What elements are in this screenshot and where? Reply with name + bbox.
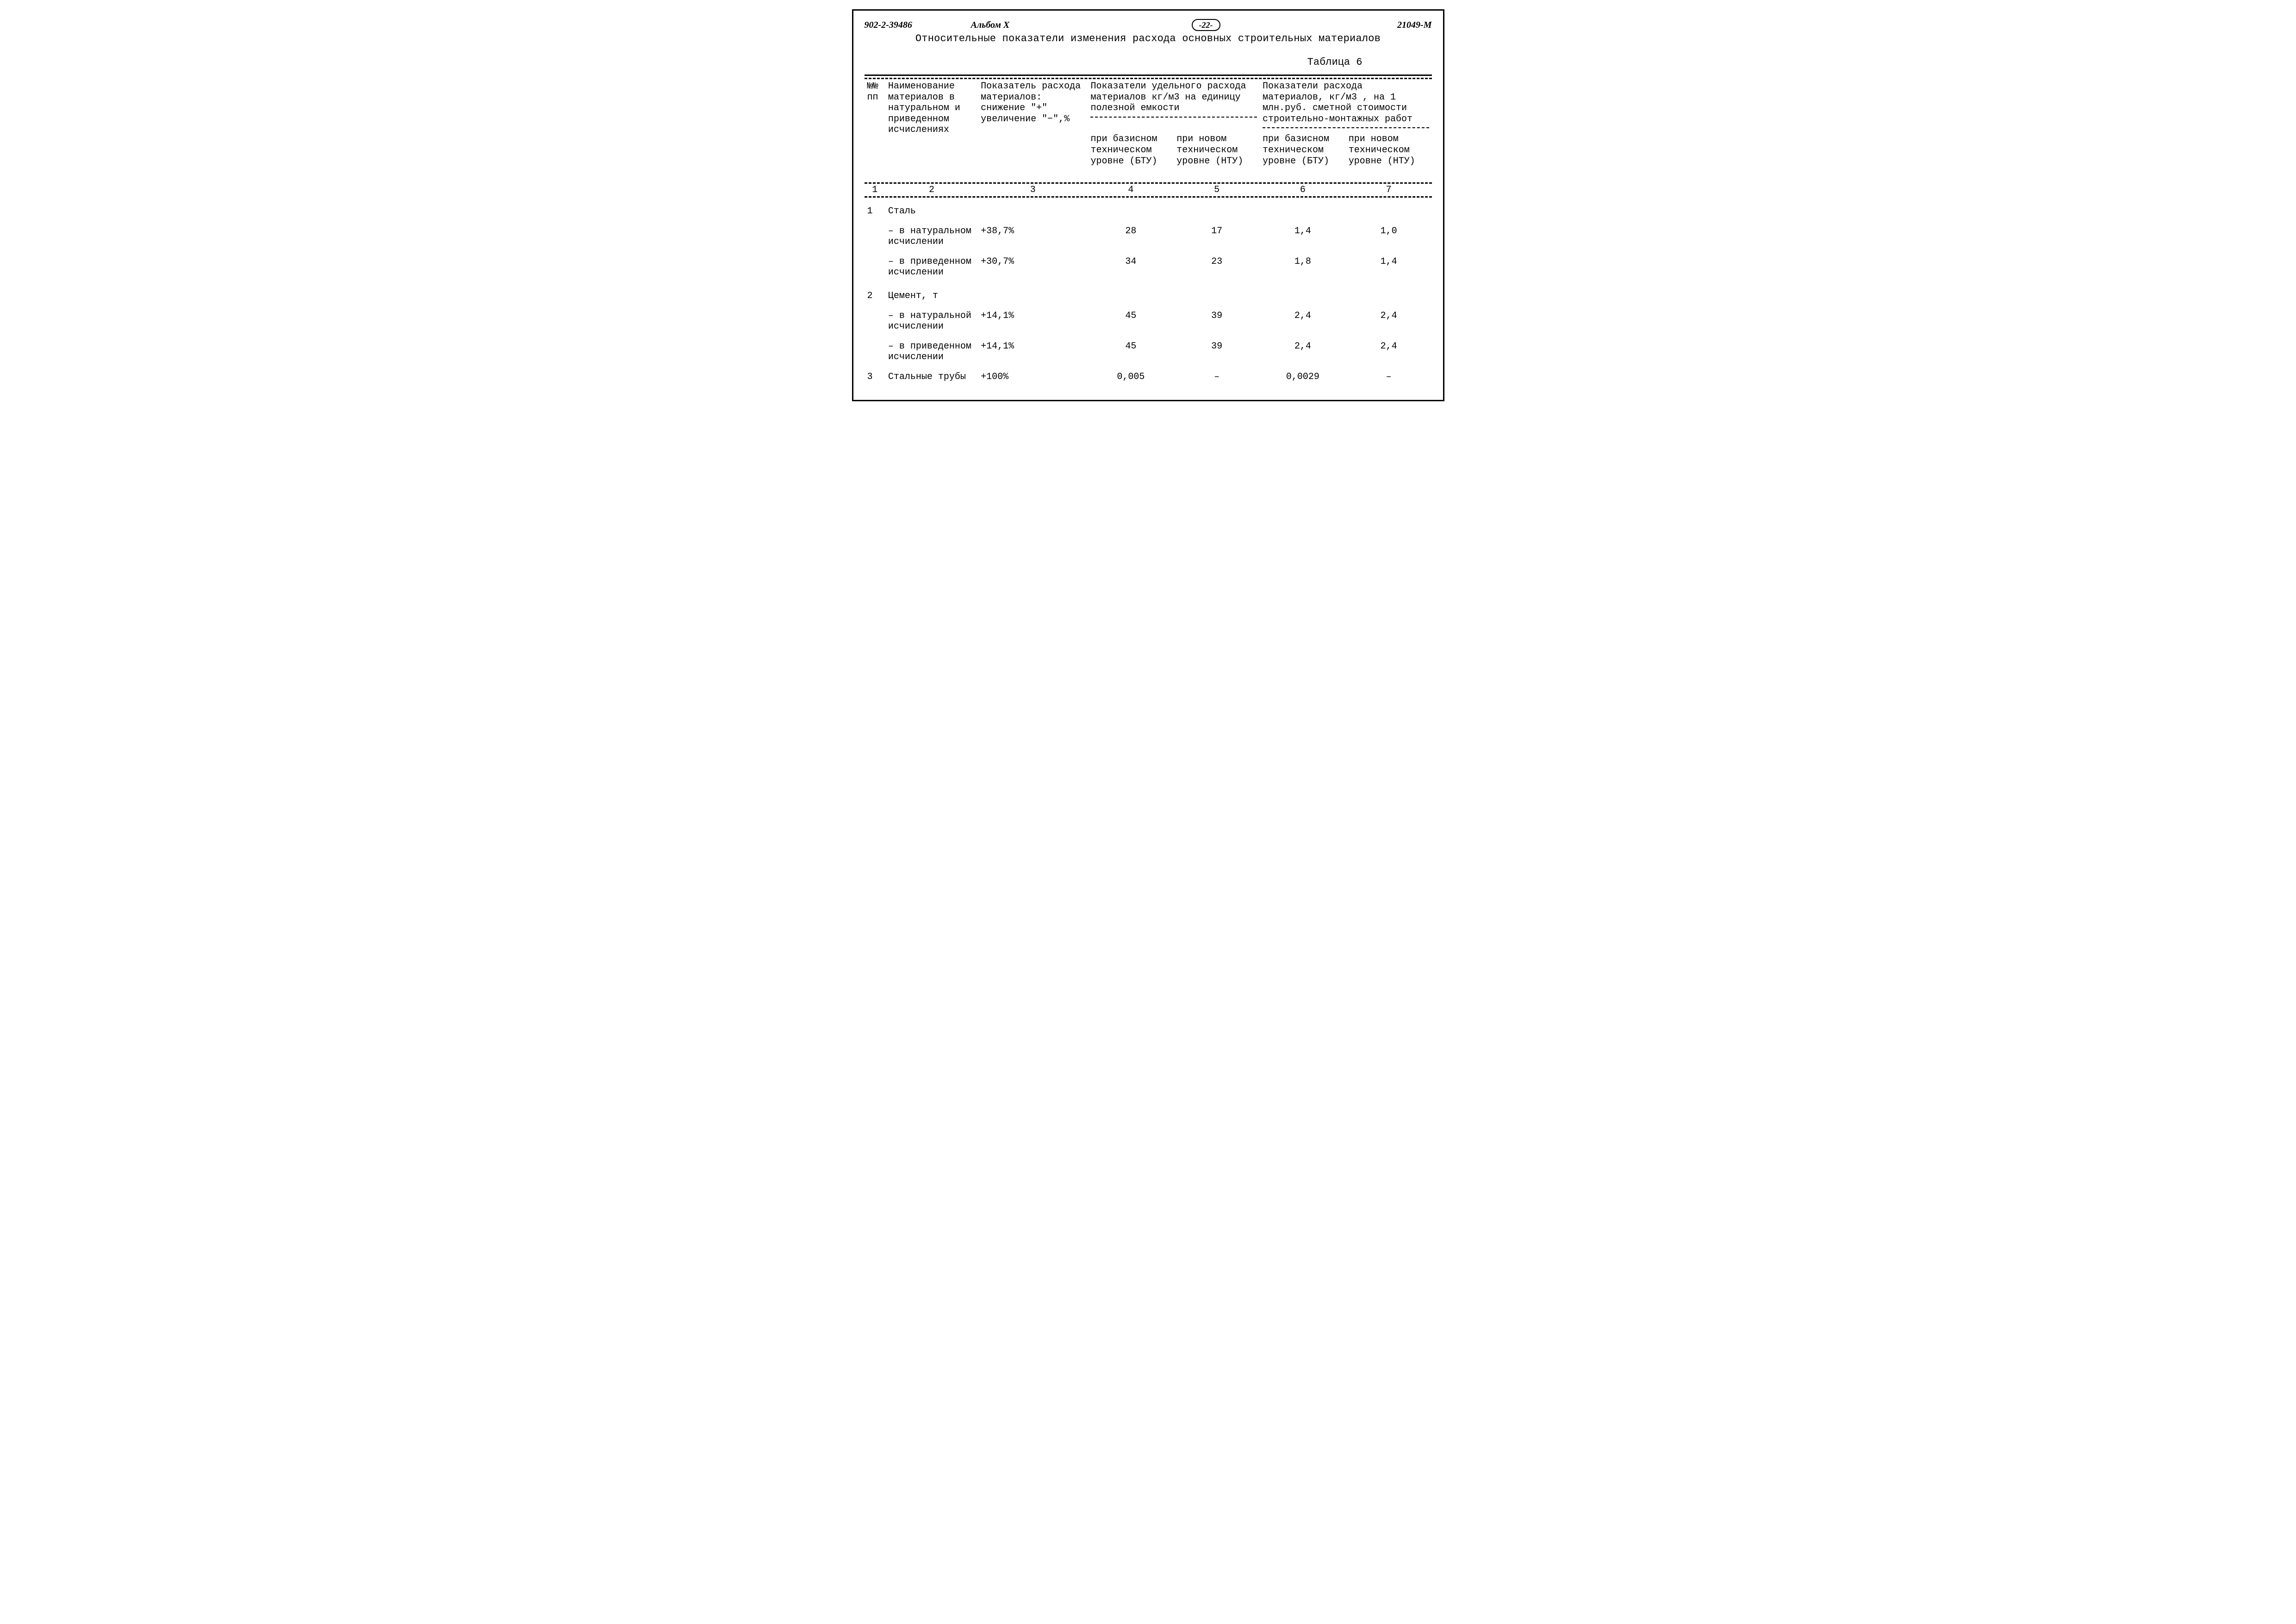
- cell-c5: 23: [1174, 252, 1260, 282]
- table-row: – в приведенном исчислении+30,7%34231,81…: [865, 252, 1432, 282]
- cell-num: 1: [865, 198, 885, 221]
- colnum-6: 6: [1260, 184, 1346, 196]
- table-row: – в приведенном исчислении+14,1%45392,42…: [865, 336, 1432, 367]
- cell-c6: [1260, 282, 1346, 306]
- cell-num: [865, 336, 885, 367]
- cell-name: – в натуральной исчислении: [885, 306, 978, 336]
- cell-c6: 1,4: [1260, 221, 1346, 252]
- cell-c7: –: [1346, 367, 1432, 387]
- hdr-group-45: Показатели удельного расхода материалов …: [1088, 79, 1260, 132]
- album-label: Альбом X: [971, 20, 1045, 30]
- header-row-1: №№пп Наименование материалов в натуральн…: [865, 79, 1432, 132]
- cell-c3: [978, 198, 1088, 221]
- hdr-col1: №№пп: [865, 79, 885, 168]
- cell-c7: 2,4: [1346, 306, 1432, 336]
- hdr-group-67-sep: [1263, 127, 1429, 128]
- column-number-row: 1 2 3 4 5 6 7: [865, 184, 1432, 196]
- doc-code-right: 21049-М: [1367, 20, 1432, 30]
- data-table: 1Сталь– в натуральном исчислении+38,7%28…: [865, 198, 1432, 387]
- cell-name: Стальные трубы: [885, 367, 978, 387]
- table-row: – в натуральной исчислении+14,1%45392,42…: [865, 306, 1432, 336]
- cell-c5: [1174, 282, 1260, 306]
- cell-c4: 45: [1088, 336, 1174, 367]
- hdr-col2: Наименование материалов в натуральном и …: [885, 79, 978, 168]
- header-table: №№пп Наименование материалов в натуральн…: [865, 79, 1432, 168]
- cell-c4: 28: [1088, 221, 1174, 252]
- top-line: 902-2-39486 Альбом X -22- 21049-М: [865, 19, 1432, 31]
- cell-c5: 17: [1174, 221, 1260, 252]
- cell-num: 3: [865, 367, 885, 387]
- cell-c3: [978, 282, 1088, 306]
- cell-c7: 2,4: [1346, 336, 1432, 367]
- table-row: – в натуральном исчислении+38,7%28171,41…: [865, 221, 1432, 252]
- cell-c3: +30,7%: [978, 252, 1088, 282]
- cell-c3: +14,1%: [978, 336, 1088, 367]
- table-number-label: Таблица 6: [865, 56, 1432, 68]
- cell-num: [865, 252, 885, 282]
- cell-c6: 2,4: [1260, 336, 1346, 367]
- colnum-2: 2: [885, 184, 978, 196]
- cell-c7: 1,0: [1346, 221, 1432, 252]
- page-title: Относительные показатели изменения расхо…: [865, 33, 1432, 44]
- cell-c4: 0,005: [1088, 367, 1174, 387]
- cell-c3: +100%: [978, 367, 1088, 387]
- page-number-badge: -22-: [1192, 19, 1220, 31]
- cell-c7: [1346, 282, 1432, 306]
- hdr-col6: при базисном техническом уровне (БТУ): [1260, 132, 1346, 168]
- hdr-group-45-sep: [1090, 117, 1257, 118]
- cell-num: [865, 306, 885, 336]
- cell-c3: +14,1%: [978, 306, 1088, 336]
- cell-c4: [1088, 282, 1174, 306]
- cell-c4: 34: [1088, 252, 1174, 282]
- doc-code-left: 902-2-39486: [865, 20, 952, 30]
- colnum-5: 5: [1174, 184, 1260, 196]
- cell-c7: [1346, 198, 1432, 221]
- cell-name: Цемент, т: [885, 282, 978, 306]
- hdr-col4: при базисном техническом уровне (БТУ): [1088, 132, 1174, 168]
- cell-name: Сталь: [885, 198, 978, 221]
- cell-c3: +38,7%: [978, 221, 1088, 252]
- cell-name: – в приведенном исчислении: [885, 336, 978, 367]
- hdr-col7: при новом техническом уровне (НТУ): [1346, 132, 1432, 168]
- hdr-group-67: Показатели расхода материалов, кг/м3 , н…: [1260, 79, 1432, 132]
- cell-c4: [1088, 198, 1174, 221]
- cell-name: – в натуральном исчислении: [885, 221, 978, 252]
- cell-c7: 1,4: [1346, 252, 1432, 282]
- page-frame: 902-2-39486 Альбом X -22- 21049-М Относи…: [852, 9, 1444, 401]
- colnum-table: 1 2 3 4 5 6 7: [865, 184, 1432, 196]
- cell-c6: 1,8: [1260, 252, 1346, 282]
- cell-c6: 2,4: [1260, 306, 1346, 336]
- cell-c6: [1260, 198, 1346, 221]
- cell-c5: 39: [1174, 336, 1260, 367]
- hdr-col3: Показатель расхода материалов:снижение "…: [978, 79, 1088, 168]
- colnum-7: 7: [1346, 184, 1432, 196]
- cell-c5: –: [1174, 367, 1260, 387]
- cell-num: [865, 221, 885, 252]
- colnum-1: 1: [865, 184, 885, 196]
- colnum-3: 3: [978, 184, 1088, 196]
- table-row: 3Стальные трубы+100%0,005–0,0029–: [865, 367, 1432, 387]
- cell-c4: 45: [1088, 306, 1174, 336]
- cell-c5: [1174, 198, 1260, 221]
- cell-num: 2: [865, 282, 885, 306]
- hdr-col5: при новом техническом уровне (НТУ): [1174, 132, 1260, 168]
- header-gap: [865, 168, 1432, 182]
- colnum-4: 4: [1088, 184, 1174, 196]
- cell-c6: 0,0029: [1260, 367, 1346, 387]
- table-row: 1Сталь: [865, 198, 1432, 221]
- page-number-wrap: -22-: [1064, 19, 1349, 31]
- cell-c5: 39: [1174, 306, 1260, 336]
- hdr-group-67-text: Показатели расхода материалов, кг/м3 , н…: [1263, 81, 1412, 124]
- hdr-group-45-text: Показатели удельного расхода материалов …: [1090, 81, 1246, 113]
- table-row: 2Цемент, т: [865, 282, 1432, 306]
- table-top-rule: [865, 75, 1432, 76]
- cell-name: – в приведенном исчислении: [885, 252, 978, 282]
